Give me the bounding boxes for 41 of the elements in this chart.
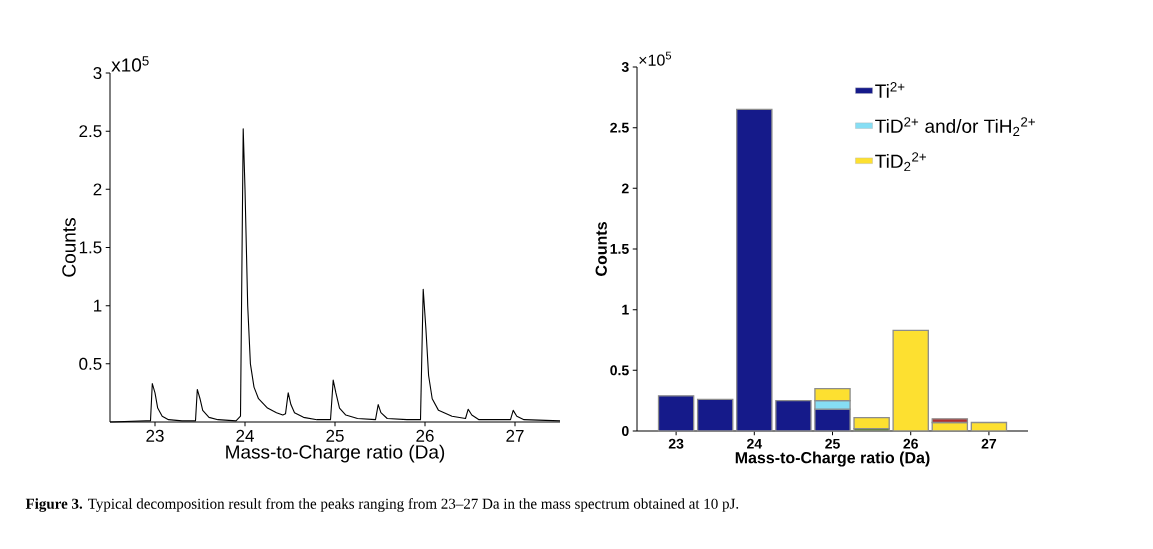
bar [736,108,773,432]
y-tick-label: 1.5 [610,244,629,254]
x-tick-label: 23 [146,429,164,442]
legend-label: TiD$^{2+}$ and/or TiH$_{2}$2+ [875,117,1035,137]
x-tick-label: 24 [236,429,254,442]
y-tick-label: 3 [93,66,102,80]
x-tick-label: 26 [903,438,918,449]
bar [696,398,734,432]
y-tick-label: 0.5 [610,365,629,376]
bar [775,400,812,432]
y-tick-label: 3 [621,62,629,72]
bar [853,417,890,430]
y-tick-label: 1.5 [79,241,102,254]
x-tick-label: 25 [825,438,840,449]
y-tick-label: 0.5 [79,357,102,370]
y-tick-label: 2 [621,183,629,194]
x-tick-label: 27 [981,438,997,449]
bar [657,395,695,432]
x-axis-title: Mass-to-Charge ratio (Da) [735,451,930,467]
y-tick-label: 2 [93,183,102,196]
x-tick-label: 27 [506,429,524,442]
y-tick-label: 2.5 [79,125,102,138]
y-tick-label: 1 [94,299,102,312]
y-tick-label: 0 [621,426,629,436]
bar [970,421,1008,432]
x-tick-label: 24 [747,438,763,449]
text: Figure 3. Typical decomposition result from the peaks ranging from 23–27 Da in the mass spectrum obtained at 10 pJ. [25,498,739,512]
bar [931,421,969,432]
legend-label: Ti$^{2+}$ [875,82,905,98]
y-tick-label: 2.5 [610,122,629,133]
x-tick-label: 26 [416,429,434,442]
text: ×10$^{5}$ [639,51,672,66]
x-axis-title: Mass-to-Charge ratio (Da) [226,444,445,463]
y-axis-title: Counts [62,218,76,277]
legend-label: TiD$_{2}$2+ [875,152,926,172]
y-axis-title: Counts [595,222,607,276]
x-tick-label: 23 [668,438,684,449]
text: x10$^{5}$ [111,56,149,72]
bar [892,329,929,432]
y-tick-label: 1 [622,304,629,315]
x-tick-label: 25 [326,429,344,442]
